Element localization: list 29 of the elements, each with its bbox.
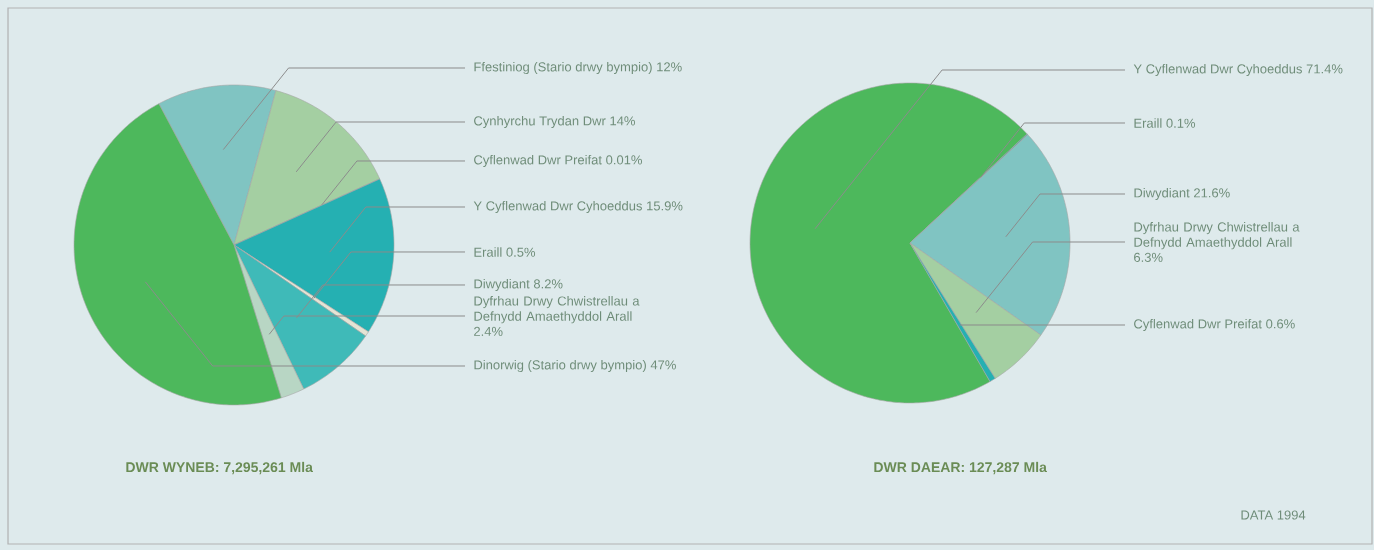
data-label: 0.5% <box>506 247 536 257</box>
data-label: 8.2% <box>533 279 563 289</box>
slice-label: Y Cyflenwad Dwr Cyhoeddus <box>473 200 642 214</box>
slice-label: Ffestiniog (Stario drwy bympio) <box>474 61 652 75</box>
slice-label: Diwydiant <box>474 278 530 292</box>
slice-label: Y Cyflenwad Dwr Cyhoeddus <box>1133 63 1302 77</box>
slice-label: Cyflenwad Dwr Preifat <box>1134 318 1262 332</box>
slice-label: Cyflenwad Dwr Preifat <box>474 154 602 168</box>
text: DATA 1994 <box>1241 510 1306 520</box>
slice-label: Eraill <box>1134 118 1162 128</box>
slice-label: Cynhyrchu Trydan Dwr <box>474 115 606 129</box>
text: DWR WYNEB: 7,295,261 Mla <box>126 461 313 475</box>
data-label: 2.4% <box>474 326 503 336</box>
data-label: 15.9% <box>647 201 683 211</box>
slice-label: Dyfrhau Drwy Chwistrellau a Defnydd Amaethyddol Arall <box>474 296 640 324</box>
slice-label: Eraill <box>474 247 502 257</box>
slice-label: Diwydiant <box>1134 187 1190 201</box>
data-label: 47% <box>650 360 676 370</box>
data-label: 0.01% <box>606 155 642 165</box>
data-label: 0.1% <box>1166 118 1196 128</box>
data-label: 12% <box>657 62 682 72</box>
data-label: 0.6% <box>1266 319 1295 329</box>
text: DWR DAEAR: 127,287 Mla <box>874 461 1047 475</box>
data-label: 6.3% <box>1134 252 1163 262</box>
slice-label: Dyfrhau Drwy Chwistrellau a Defnydd Amaethyddol Arall <box>1134 222 1300 250</box>
data-label: 14% <box>610 116 635 126</box>
data-label: 71.4% <box>1306 64 1343 74</box>
slice-label: Dinorwig (Stario drwy bympio) <box>474 359 646 373</box>
data-label: 21.6% <box>1194 188 1230 198</box>
